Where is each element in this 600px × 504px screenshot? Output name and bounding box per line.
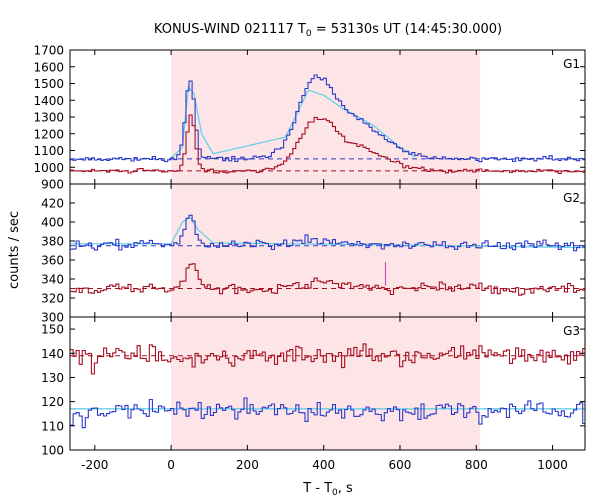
panel-G3-ytick-label: 130 (41, 371, 64, 385)
panel-G1-ytick-label: 1200 (33, 127, 64, 141)
chart-title-main: KONUS-WIND 021117 T (154, 22, 306, 37)
panel-G3-ytick-label: 110 (41, 419, 64, 433)
x-tick-label: 400 (312, 458, 335, 472)
panel-G2-fit-0 (70, 216, 585, 249)
panel-G2-series-1 (70, 263, 585, 296)
x-axis-label: T - T0, s (302, 481, 353, 498)
x-tick-label: 800 (465, 458, 488, 472)
panel-G2-ytick-label: 400 (41, 216, 64, 230)
panel-G1-ytick-label: 1100 (33, 144, 64, 158)
panel-G2-ytick-label: 300 (41, 311, 64, 325)
panel-G3-ytick-label: 120 (41, 395, 64, 409)
chart-title: KONUS-WIND 021117 T0 = 53130s UT (14:45:… (154, 22, 502, 39)
panel-G2-ytick-label: 320 (41, 292, 64, 306)
panel-G3-ytick-label: 100 (41, 444, 64, 458)
y-axis-label: counts / sec (7, 211, 22, 289)
panel-G3-frame (69, 316, 586, 451)
panel-G2-ytick-label: 360 (41, 254, 64, 268)
x-axis-label-subscript: 0 (332, 488, 338, 498)
panel-G3-ytick-label: 140 (41, 347, 64, 361)
panel-G1-ytick-label: 1300 (33, 111, 64, 125)
panel-G1-series-0 (70, 74, 585, 163)
panel-G1-ytick-label: 1000 (33, 161, 64, 175)
x-tick-label: 600 (389, 458, 412, 472)
plot-layer: 90010001100120013001400150016001700G1300… (33, 44, 586, 472)
panel-G1-ytick-label: 900 (41, 178, 64, 192)
x-tick-label: 0 (167, 458, 175, 472)
panel-G1-ytick-label: 1700 (33, 44, 64, 58)
panel-G2-ytick-label: 420 (41, 197, 64, 211)
highlight-interval (171, 50, 481, 450)
x-tick-label: 200 (236, 458, 259, 472)
panel-G1-fit-0 (170, 85, 416, 159)
panel-G3-series-0 (70, 343, 585, 375)
x-tick-label: 1000 (537, 458, 568, 472)
panel-G2-label: G2 (563, 191, 580, 205)
panel-G3-ytick-label: 150 (41, 323, 64, 337)
panel-G1-ytick-label: 1400 (33, 94, 64, 108)
chart-title-subscript: 0 (306, 29, 312, 39)
panel-G1-ytick-label: 1600 (33, 60, 64, 74)
panel-G2-ytick-label: 380 (41, 235, 64, 249)
chart-title-rest: = 53130s UT (14:45:30.000) (312, 22, 502, 37)
panel-G3-label: G3 (563, 324, 580, 338)
panel-G2-series-0 (70, 214, 585, 252)
x-axis-label-rest: , s (338, 481, 353, 496)
panel-G2-ytick-label: 340 (41, 273, 64, 287)
panel-G1-series-1 (70, 114, 585, 174)
x-axis-label-main: T - T (302, 481, 332, 496)
panel-G1-label: G1 (563, 57, 580, 71)
x-tick-label: -200 (81, 458, 108, 472)
panel-G3-series-1 (70, 397, 585, 429)
panel-G1-ytick-label: 1500 (33, 77, 64, 91)
